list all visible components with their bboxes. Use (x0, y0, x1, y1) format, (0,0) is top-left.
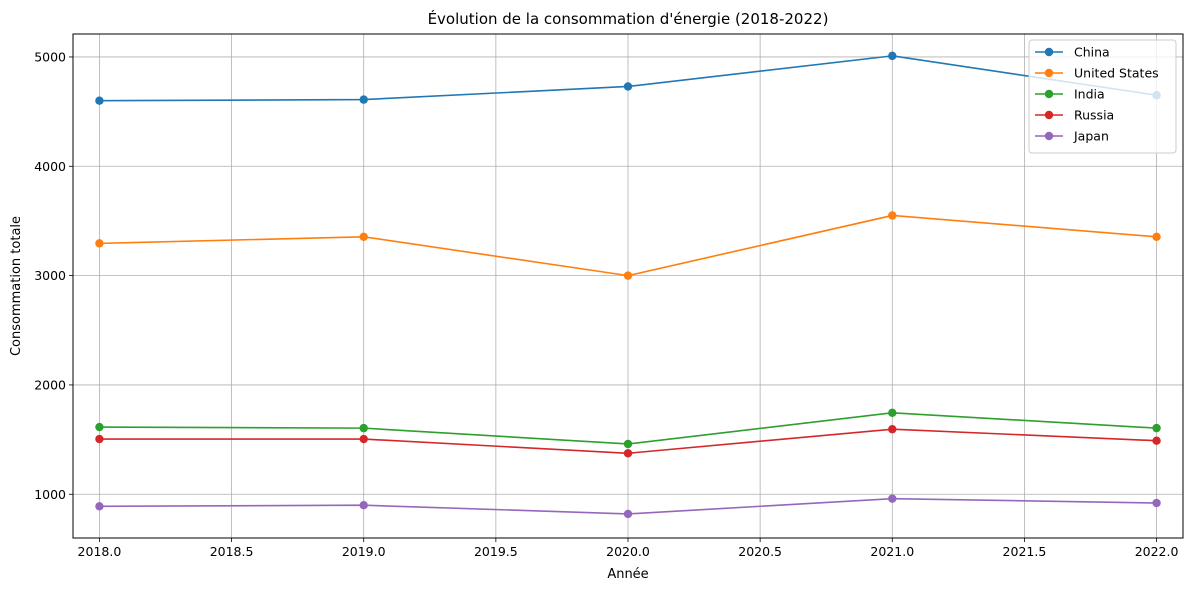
data-point-japan (1152, 498, 1161, 508)
x-axis-label: Année (607, 567, 648, 582)
data-point-united-states (95, 239, 104, 248)
y-tick-label: 5000 (34, 49, 66, 64)
x-tick-label: 2018.0 (78, 544, 122, 559)
chart-title: Évolution de la consommation d'énergie (… (428, 9, 829, 28)
legend-label-india: India (1074, 87, 1105, 102)
data-point-russia (95, 434, 104, 444)
x-tick-label: 2020.0 (606, 544, 650, 559)
legend-marker-japan (1044, 131, 1054, 141)
data-point-united-states (888, 211, 897, 220)
legend: China United States India Russia Japan (1028, 39, 1177, 154)
legend-marker-india (1044, 89, 1054, 99)
x-tick-label: 2019.5 (474, 544, 518, 559)
data-point-united-states (623, 271, 633, 280)
x-tick-label: 2018.5 (210, 544, 254, 559)
legend-box (1028, 39, 1177, 154)
y-tick-label: 1000 (34, 487, 66, 502)
data-point-japan (95, 502, 104, 511)
data-point-russia (1152, 436, 1161, 445)
legend-marker-china (1044, 47, 1054, 57)
data-point-russia (888, 425, 897, 434)
data-point-united-states (359, 232, 368, 242)
legend-label-china: China (1074, 45, 1110, 60)
x-tick-label: 2019.0 (342, 544, 386, 559)
data-point-china (95, 96, 104, 105)
y-tick-label: 2000 (34, 377, 66, 392)
data-point-india (1152, 423, 1161, 433)
data-point-india (359, 423, 368, 433)
data-point-japan (888, 494, 897, 503)
data-point-india (623, 439, 633, 449)
series-points (95, 51, 1161, 519)
x-tick-label: 2022.0 (1135, 544, 1179, 559)
data-point-united-states (1152, 232, 1161, 242)
x-tick-label: 2021.0 (870, 544, 914, 559)
data-point-china (623, 82, 633, 91)
legend-marker-united-states (1044, 68, 1054, 78)
legend-marker-russia (1044, 110, 1054, 120)
legend-label-united-states: United States (1074, 66, 1159, 81)
y-axis-label: Consommation totale (9, 216, 24, 356)
legend-label-russia: Russia (1074, 108, 1114, 123)
grid (73, 34, 1183, 538)
data-point-japan (623, 509, 633, 519)
data-point-russia (623, 449, 633, 458)
x-tick-label: 2020.5 (738, 544, 782, 559)
legend-label-japan: Japan (1073, 129, 1109, 144)
data-point-china (888, 51, 897, 61)
y-tick-label: 4000 (34, 159, 66, 174)
x-tick-label: 2021.5 (1003, 544, 1047, 559)
data-point-india (888, 408, 897, 418)
y-tick-label: 3000 (34, 268, 66, 283)
data-point-japan (359, 501, 368, 510)
data-point-russia (359, 434, 368, 444)
data-point-india (95, 422, 104, 432)
data-point-china (359, 95, 368, 104)
axis-ticks: 2018.0 2018.5 2019.0 2019.5 2020.0 2020.5 2021… (34, 49, 1178, 559)
